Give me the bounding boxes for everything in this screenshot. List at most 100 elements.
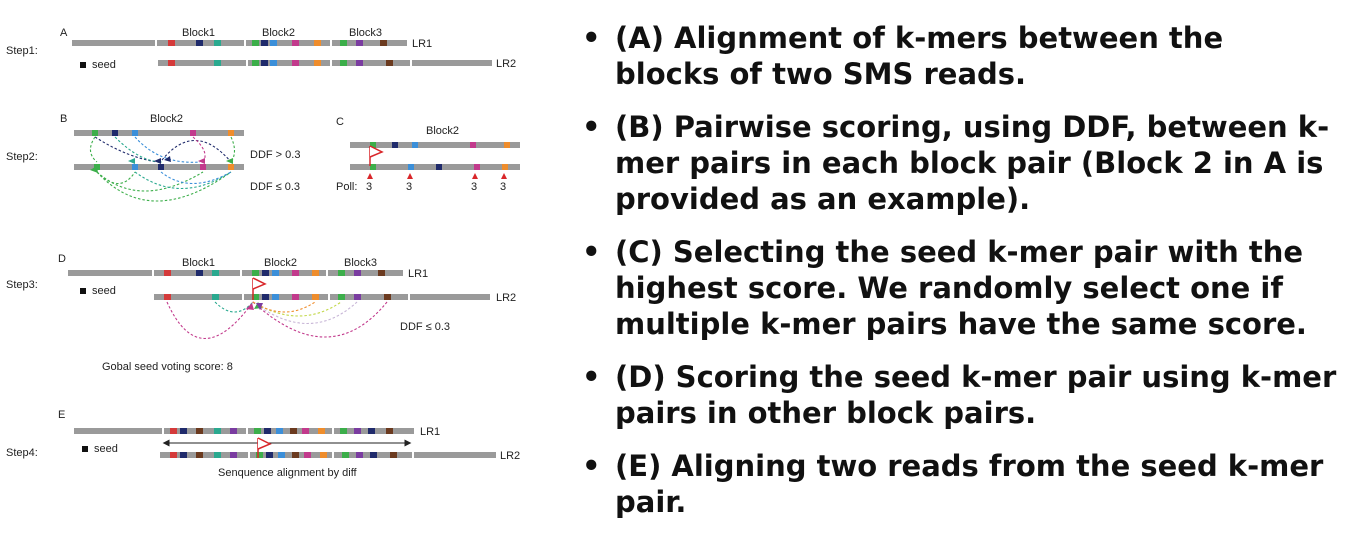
caret-up-icon	[472, 173, 478, 179]
kmer	[278, 452, 285, 458]
kmer	[320, 452, 327, 458]
seed-legend-label: seed	[94, 443, 118, 455]
kmer	[214, 452, 221, 458]
read-lr1	[72, 40, 407, 46]
block-separator	[332, 451, 334, 459]
ddf-arcs-upper	[89, 136, 236, 163]
kmer	[342, 452, 349, 458]
kmer	[272, 294, 279, 300]
arc	[252, 301, 388, 338]
arrowhead	[246, 303, 254, 310]
kmer	[196, 270, 203, 276]
kmer	[214, 428, 221, 434]
kmer	[290, 428, 297, 434]
block2-lr1	[74, 130, 244, 136]
kmer	[196, 452, 203, 458]
kmer	[92, 130, 98, 136]
arc	[134, 136, 201, 163]
poll-value: 3	[500, 181, 506, 193]
block-separator	[162, 427, 164, 435]
arc	[166, 301, 254, 340]
panel-c: C Block2 Poll: 3 3 3 3	[336, 116, 520, 193]
kmer	[312, 294, 319, 300]
arrowhead	[90, 166, 98, 173]
kmer	[266, 452, 273, 458]
kmer	[272, 270, 279, 276]
arrowhead	[128, 158, 135, 164]
kmer	[228, 130, 234, 136]
bullet-item: • (B) Pairwise scoring, using DDF, betwee…	[582, 109, 1337, 217]
arrowhead	[198, 158, 205, 164]
kmer	[230, 428, 237, 434]
kmer	[168, 60, 175, 66]
seed-legend-icon	[82, 446, 88, 452]
kmer	[164, 270, 171, 276]
kmer	[252, 60, 259, 66]
kmer	[261, 60, 268, 66]
kmer	[254, 428, 261, 434]
kmer	[318, 428, 325, 434]
kmer	[356, 40, 363, 46]
arrowhead	[256, 303, 263, 310]
poll-value: 3	[366, 181, 372, 193]
kmers-lr1-e	[170, 428, 393, 434]
panel-label-a: A	[60, 27, 68, 39]
kmer	[270, 60, 277, 66]
read-lr1-d	[68, 270, 403, 276]
kmers-lr2-a	[168, 60, 393, 66]
kmer	[314, 40, 321, 46]
global-seed-score: Gobal seed voting score: 8	[102, 361, 233, 373]
kmer	[370, 142, 376, 148]
block2-label-c: Block2	[426, 125, 459, 137]
kmer	[132, 130, 138, 136]
read-lr2-e	[160, 452, 496, 458]
arc	[252, 301, 358, 325]
caret-up-icon	[501, 173, 507, 179]
block-separator	[248, 451, 250, 459]
bullet-item: • (C) Selecting the seed k-mer pair with …	[582, 234, 1337, 342]
poll-markers	[367, 173, 507, 179]
bullet-item: • (D) Scoring the seed k-mer pair using k…	[582, 359, 1337, 431]
kmer	[386, 428, 393, 434]
kmer	[168, 40, 175, 46]
arc	[96, 171, 136, 185]
kmer	[302, 428, 309, 434]
kmer	[370, 452, 377, 458]
kmer	[356, 452, 363, 458]
block-separator	[246, 427, 248, 435]
step4-label: Step4:	[6, 447, 38, 459]
kmer	[230, 452, 237, 458]
kmer	[390, 452, 397, 458]
block-separator	[244, 39, 246, 47]
seed-flag-icon	[252, 277, 267, 300]
lr1-label-d: LR1	[408, 268, 428, 280]
block-separator	[408, 293, 410, 301]
block2-label-b: Block2	[150, 113, 183, 125]
block-separator	[330, 59, 332, 67]
kmer	[190, 130, 196, 136]
block-separator	[330, 39, 332, 47]
kmer	[262, 270, 269, 276]
kmer	[338, 294, 345, 300]
poll-value: 3	[406, 181, 412, 193]
kmer	[292, 270, 299, 276]
alignment-caption: Senquence alignment by diff	[218, 467, 358, 479]
kmer	[392, 142, 398, 148]
kmer	[384, 294, 391, 300]
arrowheads-d	[246, 302, 263, 310]
kmer	[312, 270, 319, 276]
arc	[192, 136, 206, 163]
panel-label-d: D	[58, 253, 66, 265]
bullet-text: (C) Selecting the seed k-mer pair with t…	[615, 235, 1307, 341]
bullet-list: • (A) Alignment of k-mers between the blo…	[582, 20, 1337, 537]
kmer	[170, 428, 177, 434]
seed-flag-icon	[369, 145, 384, 166]
poll-label: Poll:	[336, 181, 357, 193]
caret-up-icon	[367, 173, 373, 179]
kmer	[256, 452, 263, 458]
block-separator	[326, 269, 328, 277]
block-separator	[410, 59, 412, 67]
panel-a: A Step1: Block1 Block2 Block3 LR1 LR2 se…	[6, 27, 516, 71]
read-lr2	[158, 60, 492, 66]
kmer	[252, 40, 259, 46]
